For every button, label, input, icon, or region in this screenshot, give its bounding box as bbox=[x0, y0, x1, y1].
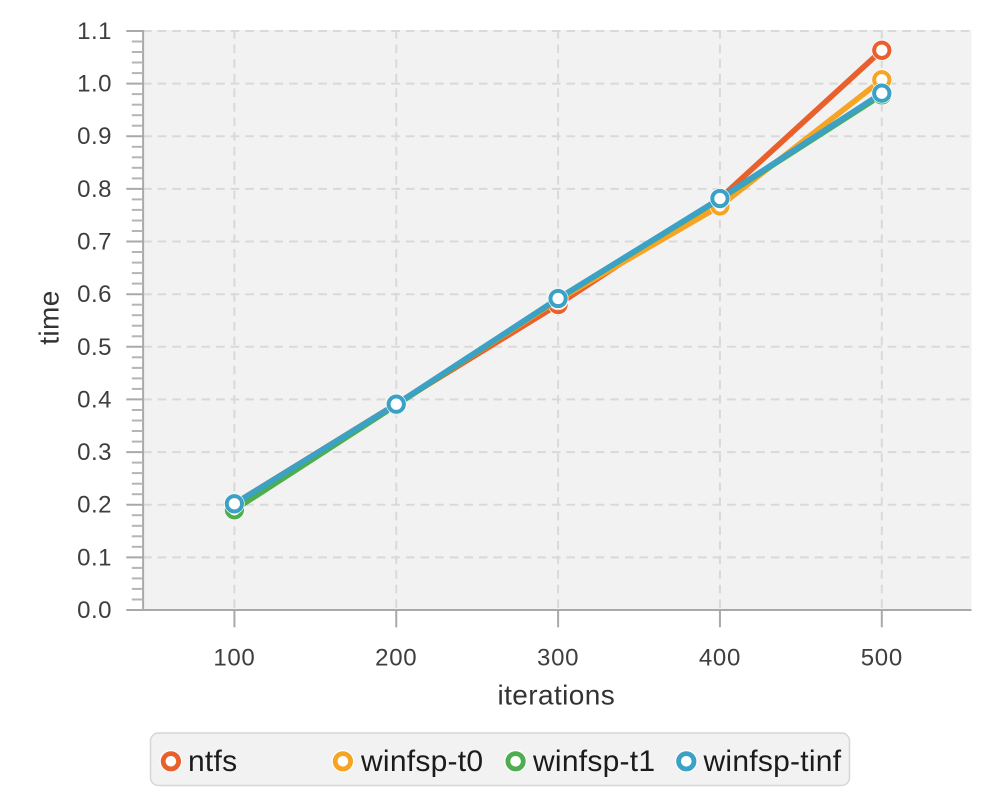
svg-text:0.2: 0.2 bbox=[77, 492, 112, 519]
svg-text:0.0: 0.0 bbox=[77, 597, 112, 624]
svg-text:0.3: 0.3 bbox=[77, 439, 112, 466]
svg-text:ntfs: ntfs bbox=[188, 745, 237, 778]
svg-text:400: 400 bbox=[699, 645, 741, 672]
svg-text:winfsp-tinf: winfsp-tinf bbox=[703, 745, 842, 778]
svg-text:iterations: iterations bbox=[497, 679, 615, 710]
svg-text:300: 300 bbox=[537, 645, 579, 672]
svg-text:0.8: 0.8 bbox=[77, 176, 112, 203]
svg-text:0.7: 0.7 bbox=[77, 229, 112, 256]
svg-text:0.4: 0.4 bbox=[77, 386, 112, 413]
svg-text:0.1: 0.1 bbox=[77, 544, 112, 571]
svg-text:winfsp-t1: winfsp-t1 bbox=[532, 745, 655, 778]
svg-text:0.6: 0.6 bbox=[77, 281, 112, 308]
svg-text:1.1: 1.1 bbox=[77, 18, 112, 45]
svg-text:200: 200 bbox=[375, 645, 417, 672]
svg-text:winfsp-t0: winfsp-t0 bbox=[360, 745, 483, 778]
svg-text:0.5: 0.5 bbox=[77, 334, 112, 361]
svg-text:time: time bbox=[34, 290, 65, 345]
svg-text:500: 500 bbox=[861, 645, 903, 672]
svg-text:0.9: 0.9 bbox=[77, 123, 112, 150]
svg-text:1.0: 1.0 bbox=[77, 71, 112, 98]
svg-text:100: 100 bbox=[213, 645, 255, 672]
